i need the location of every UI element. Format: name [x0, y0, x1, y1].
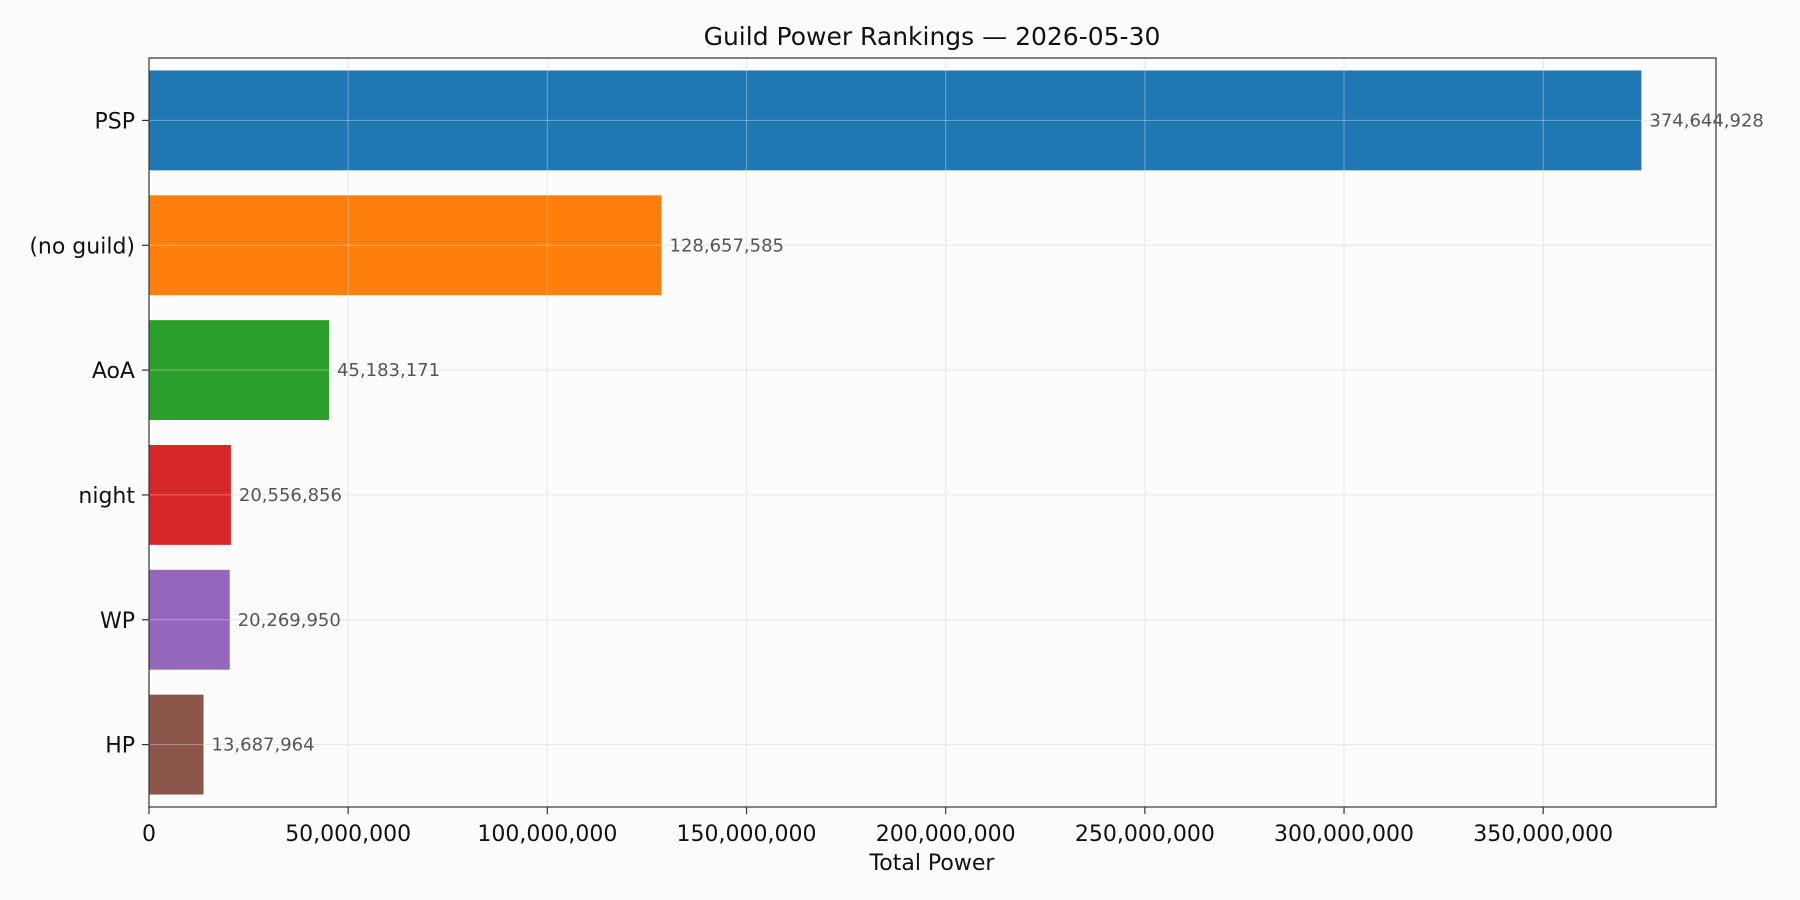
bar-0 [149, 70, 1642, 171]
x-tick-label: 300,000,000 [1274, 822, 1414, 847]
x-tick-label: 50,000,000 [285, 822, 411, 847]
y-tick-label: (no guild) [29, 234, 135, 259]
bar-1 [149, 195, 662, 296]
gridlines [148, 58, 1716, 807]
chart-title: Guild Power Rankings — 2026-05-30 [704, 22, 1161, 51]
gridlines-overlay [148, 58, 1716, 807]
data-label: 45,183,171 [337, 360, 440, 381]
data-label: 128,657,585 [670, 235, 785, 256]
bar-5 [149, 694, 204, 795]
bar-2 [149, 320, 329, 421]
y-tick-label: night [78, 484, 135, 509]
data-label: 374,644,928 [1649, 110, 1764, 131]
x-tick-label: 250,000,000 [1075, 822, 1215, 847]
data-label: 20,269,950 [238, 610, 341, 631]
bar-4 [149, 569, 230, 670]
x-axis: 0 50,000,000 100,000,000 150,000,000 200,000… [142, 807, 1613, 847]
x-axis-label: Total Power [869, 851, 996, 876]
y-tick-label: AoA [92, 359, 135, 384]
y-axis: PSP (no guild) AoA night WP HP [29, 109, 149, 759]
data-label: 20,556,856 [239, 485, 342, 506]
x-tick-label: 150,000,000 [677, 822, 817, 847]
bar-3 [149, 444, 231, 545]
plot-frame [148, 57, 1717, 808]
y-tick-label: PSP [95, 109, 136, 134]
x-tick-label: 0 [142, 822, 156, 847]
bars [149, 70, 1642, 795]
x-tick-label: 100,000,000 [477, 822, 617, 847]
data-label: 13,687,964 [212, 735, 315, 756]
y-tick-label: HP [105, 734, 135, 759]
data-labels: 374,644,928 128,657,585 45,183,171 20,556,8… [212, 110, 1764, 755]
x-tick-label: 200,000,000 [876, 822, 1016, 847]
x-tick-label: 350,000,000 [1473, 822, 1613, 847]
y-tick-label: WP [100, 609, 135, 634]
